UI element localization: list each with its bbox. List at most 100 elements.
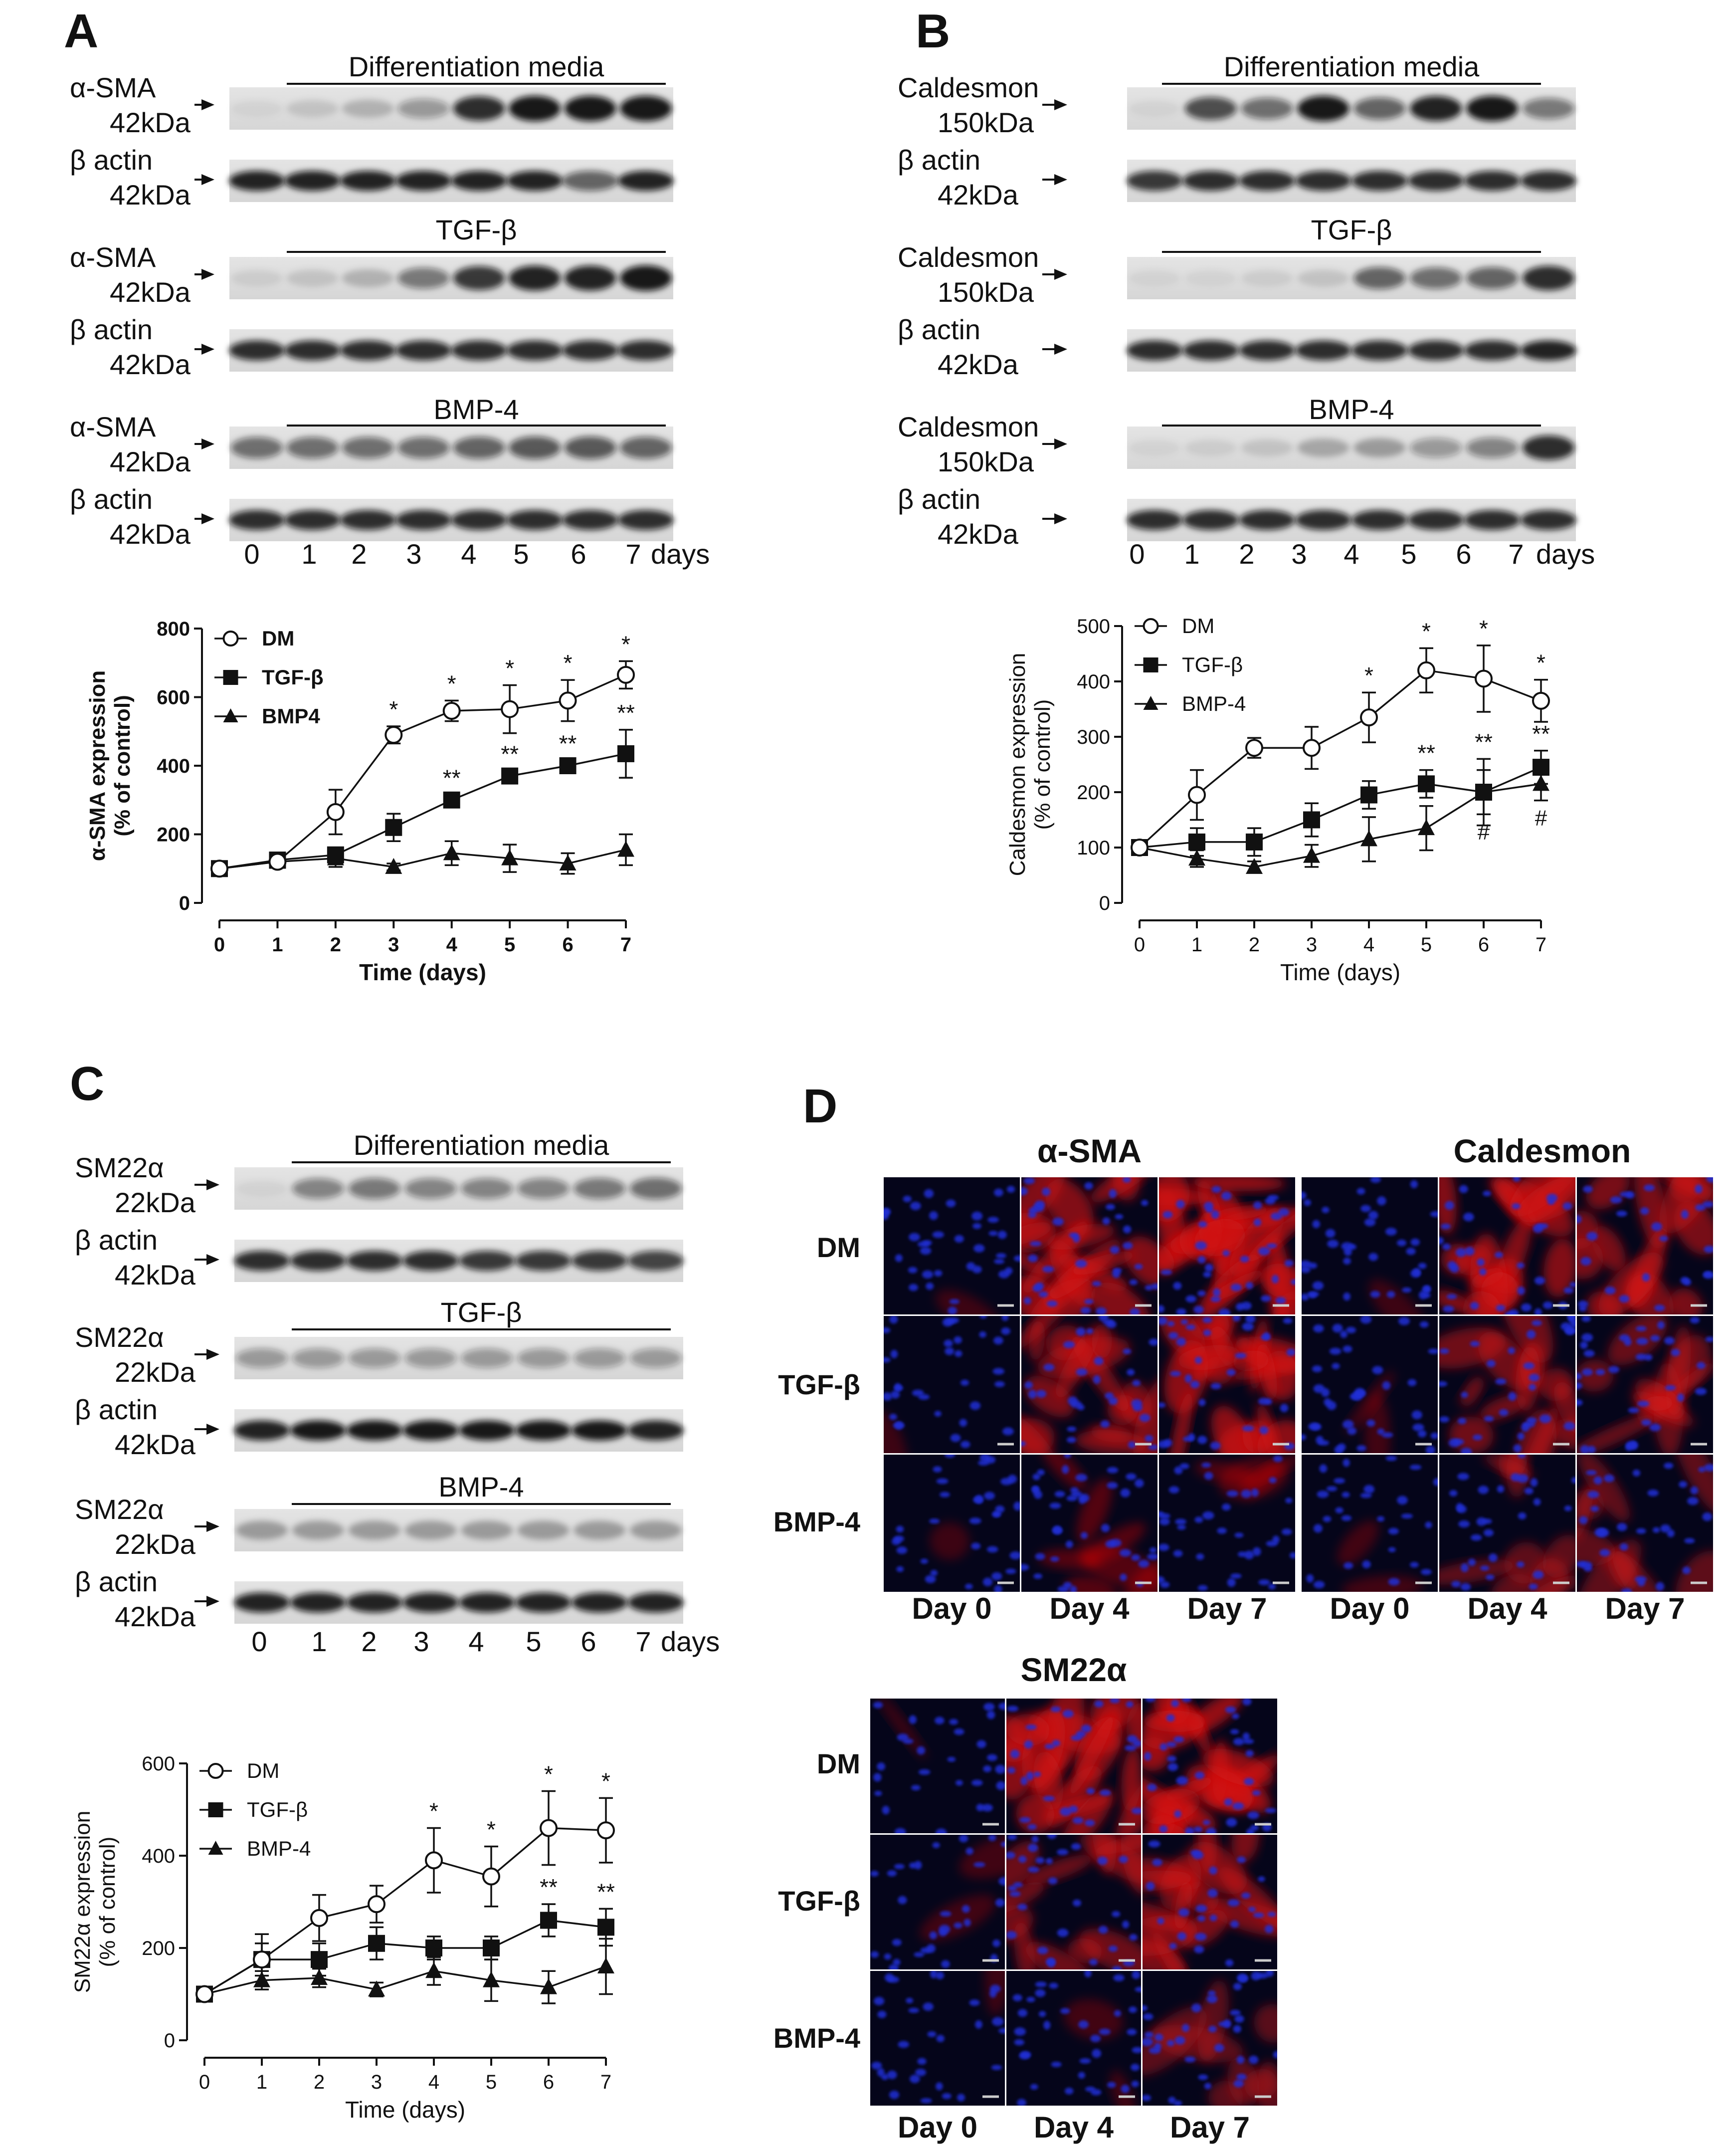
legend-label: DM	[247, 1759, 279, 1782]
nucleus	[1517, 1262, 1525, 1269]
x-tick-label: 5	[1421, 934, 1432, 956]
fluorescence-tile	[1143, 1835, 1277, 1969]
nucleus	[1185, 1324, 1195, 1330]
nucleus	[1025, 1724, 1037, 1730]
blot-band-loading	[451, 510, 507, 530]
nucleus	[1240, 1256, 1249, 1263]
nucleus	[1302, 1260, 1311, 1268]
nucleus	[920, 1247, 932, 1255]
nucleus	[1070, 1585, 1077, 1592]
nucleus	[1047, 1835, 1057, 1839]
tile-content	[891, 1455, 1020, 1592]
x-tick-label: 5	[486, 2071, 497, 2093]
nucleus	[1402, 1287, 1412, 1293]
nucleus	[1233, 1982, 1242, 1990]
nucleus	[954, 1728, 964, 1735]
nucleus	[1067, 1426, 1077, 1432]
blot-band-loading	[229, 510, 285, 530]
nucleus	[1242, 1699, 1252, 1706]
nucleus	[915, 2069, 927, 2076]
nucleus	[1227, 1899, 1240, 1907]
nucleus	[1564, 1326, 1575, 1335]
nucleus	[1160, 1581, 1170, 1588]
nucleus	[1191, 2003, 1201, 2012]
nucleus	[906, 1997, 914, 2003]
nucleus	[1149, 1547, 1157, 1553]
fluorescence-tile	[1577, 1316, 1713, 1453]
blot-lane-label: 6	[571, 538, 586, 570]
nucleus	[1129, 1934, 1138, 1941]
blot-marker-label: Caldesmon	[898, 241, 1039, 273]
nucleus	[1194, 1945, 1204, 1953]
nucleus	[1193, 1826, 1203, 1833]
blot-band-loading	[628, 1251, 684, 1271]
nucleus	[991, 1572, 1002, 1580]
blot-lane-label: 0	[251, 1626, 267, 1657]
nucleus	[986, 1546, 998, 1553]
nucleus	[1129, 2006, 1137, 2013]
nucleus	[893, 1958, 901, 1966]
blot-band-loading	[1127, 510, 1182, 530]
nucleus	[954, 1336, 962, 1344]
nucleus	[903, 1738, 914, 1744]
nucleus	[1446, 1294, 1457, 1299]
nucleus	[1619, 1294, 1630, 1303]
nucleus	[1024, 1740, 1033, 1749]
nucleus	[1617, 1523, 1627, 1531]
blot-band-marker	[517, 1178, 570, 1199]
nucleus	[973, 1244, 985, 1253]
legend-label: DM	[1182, 614, 1214, 638]
nucleus	[1347, 1427, 1357, 1435]
nucleus	[1132, 1380, 1141, 1386]
nucleus	[1428, 1348, 1438, 1354]
actin-fiber	[1499, 1455, 1528, 1480]
data-point-square	[385, 819, 402, 836]
blot-lane-label: 6	[1456, 538, 1471, 570]
legend-marker-circle	[222, 631, 239, 647]
actin-fiber	[1463, 1291, 1501, 1314]
nucleus	[1234, 2015, 1244, 2023]
nucleus	[870, 1871, 879, 1877]
nucleus	[1017, 2009, 1028, 2017]
nucleus	[1139, 1414, 1151, 1422]
data-point-square	[1303, 811, 1320, 829]
actin-fiber	[1023, 1855, 1093, 1885]
nucleus	[1356, 1445, 1366, 1452]
blot-band-loading	[1127, 340, 1182, 361]
nucleus	[998, 2028, 1005, 2034]
nucleus	[1463, 1213, 1474, 1222]
nucleus	[1113, 1268, 1122, 1273]
nucleus	[1586, 1232, 1598, 1241]
nucleus	[1659, 1236, 1668, 1242]
y-axis-label: Caldesmon expression	[1005, 653, 1030, 876]
nucleus	[1131, 1807, 1141, 1814]
blot-marker-arrow-head	[201, 269, 214, 280]
nucleus	[1035, 1553, 1045, 1560]
x-tick-label: 0	[214, 934, 225, 956]
blot-band-loading	[1239, 510, 1295, 530]
nucleus	[1440, 1223, 1451, 1230]
blot-band-marker	[1353, 438, 1406, 457]
blot-loading-arrow-head	[1054, 174, 1067, 185]
nucleus	[1332, 1363, 1340, 1369]
nucleus	[1010, 1749, 1020, 1758]
blot-marker-kda: 42kDa	[110, 446, 191, 477]
panel-letter-a: A	[64, 4, 98, 58]
nucleus	[1397, 1496, 1408, 1505]
actin-fiber	[1115, 1555, 1157, 1592]
nucleus	[1157, 1918, 1164, 1925]
fluorescence-tile	[1143, 1971, 1277, 2106]
blot-band-loading	[346, 1592, 402, 1613]
nucleus	[1656, 1582, 1665, 1591]
nucleus	[1014, 2039, 1025, 2046]
nucleus	[1195, 1241, 1207, 1250]
data-point-triangle	[501, 849, 519, 865]
nucleus	[884, 1953, 892, 1960]
nucleus	[1265, 1808, 1277, 1813]
nucleus	[1695, 1204, 1706, 1211]
nucleus	[1521, 1423, 1530, 1432]
actin-fiber	[1029, 1319, 1045, 1362]
data-point-triangle	[483, 1971, 500, 1987]
significance-mark: **	[501, 741, 519, 767]
